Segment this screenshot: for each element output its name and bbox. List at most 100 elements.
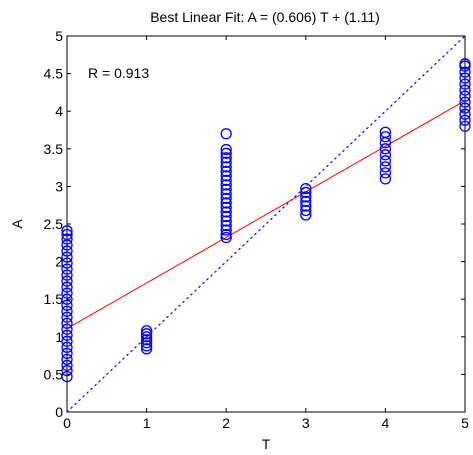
data-point (220, 161, 232, 173)
data-point (61, 228, 73, 241)
data-point (61, 359, 73, 372)
data-point (220, 143, 232, 156)
fit-line (66, 100, 466, 329)
data-point (220, 228, 232, 241)
data-point (459, 84, 471, 96)
data-point (300, 186, 312, 199)
data-point (61, 263, 73, 275)
data-point (379, 131, 392, 143)
data-point (300, 191, 312, 203)
data-point (140, 340, 153, 352)
data-point (379, 173, 392, 185)
data-point (220, 192, 232, 205)
data-point (379, 167, 392, 179)
data-point (379, 149, 392, 161)
x-tick-label: 4 (382, 415, 390, 431)
y-tick-label: 4.5 (44, 66, 64, 82)
y-tick-label: 3 (55, 178, 63, 194)
data-point (300, 209, 312, 221)
data-point (220, 215, 232, 227)
data-point (61, 371, 73, 383)
data-point (61, 275, 73, 287)
data-point (61, 341, 73, 353)
data-point (459, 120, 471, 132)
data-point (140, 328, 153, 340)
data-point (61, 311, 73, 323)
data-point (61, 317, 73, 329)
data-point (459, 102, 471, 114)
correlation-annotation: R = 0.913 (88, 65, 149, 81)
x-axis-label: T (262, 436, 271, 452)
data-point (61, 353, 73, 366)
data-point (220, 156, 232, 168)
data-point (220, 170, 232, 182)
data-point (300, 204, 312, 217)
data-point (61, 233, 73, 245)
data-point (459, 114, 471, 126)
y-axis-label: A (9, 219, 25, 229)
data-point (220, 210, 232, 223)
data-point (220, 179, 232, 191)
y-tick-label: 0 (55, 404, 63, 420)
data-point (61, 323, 73, 335)
data-point (61, 251, 73, 263)
data-point (61, 269, 73, 281)
data-point (61, 305, 73, 317)
data-point (140, 337, 153, 349)
data-point (61, 281, 73, 293)
data-point (61, 287, 73, 299)
data-point (459, 66, 471, 78)
data-point (459, 96, 471, 108)
data-point (300, 183, 312, 195)
data-point (220, 147, 232, 159)
x-tick-label: 1 (143, 415, 151, 431)
data-point (220, 165, 232, 178)
data-point (379, 143, 392, 155)
identity-line (66, 35, 466, 413)
x-tick-label: 5 (461, 415, 469, 431)
data-point (379, 161, 392, 173)
data-point (379, 126, 392, 138)
y-tick-label: 1.5 (44, 291, 64, 307)
x-tick-label: 0 (63, 415, 71, 431)
x-tick-label: 3 (302, 415, 310, 431)
data-point (140, 331, 153, 343)
chart-title: Best Linear Fit: A = (0.606) T + (1.11) (150, 9, 380, 25)
data-point (459, 78, 471, 90)
data-point (61, 293, 73, 305)
data-point (300, 200, 312, 212)
data-point (140, 325, 153, 337)
data-point (379, 155, 392, 167)
data-point (220, 219, 232, 232)
data-point (220, 231, 232, 244)
y-tick-label: 2 (55, 254, 63, 270)
data-point (61, 257, 73, 269)
x-tick-label: 2 (222, 415, 230, 431)
data-point (220, 183, 232, 196)
data-point (459, 90, 471, 102)
data-point (61, 364, 73, 377)
y-tick-label: 3.5 (44, 141, 64, 157)
data-point (61, 299, 73, 311)
y-tick-label: 4 (55, 103, 63, 119)
data-point (140, 343, 153, 355)
data-point (300, 195, 312, 208)
y-tick-label: 1 (55, 329, 63, 345)
data-point (61, 225, 73, 237)
data-point (459, 108, 471, 120)
data-point (220, 152, 232, 164)
y-tick-label: 2.5 (44, 216, 64, 232)
data-point (61, 335, 73, 347)
data-point (61, 245, 73, 257)
data-point (220, 201, 232, 214)
data-point (220, 197, 232, 209)
data-point (220, 174, 232, 187)
data-point (220, 188, 232, 200)
data-point (459, 58, 471, 70)
data-point (61, 347, 73, 359)
data-point (61, 329, 73, 341)
y-tick-label: 5 (55, 28, 63, 44)
y-tick-label: 0.5 (44, 366, 64, 382)
data-point (140, 334, 153, 346)
